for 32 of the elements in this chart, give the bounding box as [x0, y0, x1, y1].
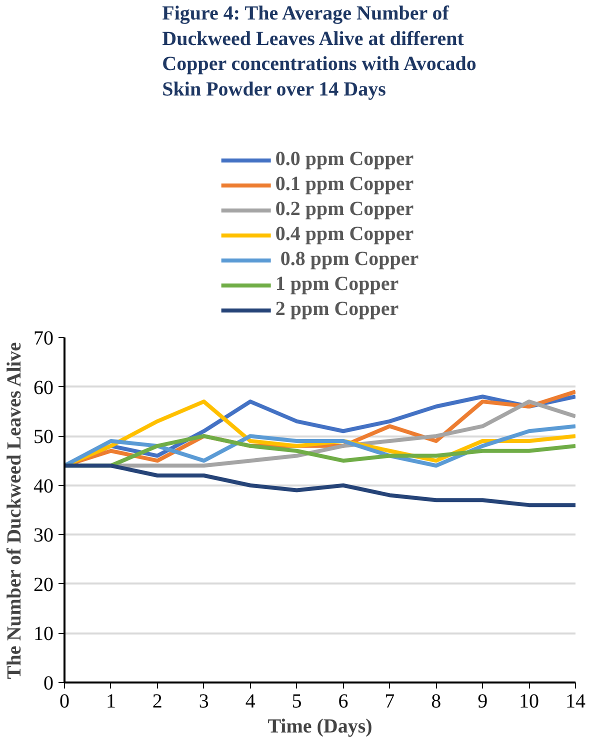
y-tick-label: 50 — [34, 426, 54, 448]
x-tick-label: 3 — [198, 690, 209, 712]
x-tick-label: 7 — [384, 690, 395, 712]
legend-label: 2 ppm Copper — [275, 298, 399, 321]
legend-label: 0.8 ppm Copper — [279, 248, 419, 271]
x-tick-label: 2 — [152, 690, 162, 712]
line-series — [64, 464, 576, 508]
x-tick-label: 8 — [431, 690, 442, 712]
x-tick-label: 10 — [519, 690, 540, 712]
y-tick-label: 70 — [34, 328, 54, 350]
x-tick-label: 4 — [245, 690, 256, 712]
x-tick-label: 1 — [106, 690, 116, 712]
x-tick-label: 6 — [338, 690, 348, 712]
y-tick-label: 10 — [34, 623, 54, 646]
y-axis-title: The Number of Duckweed Leaves Alive — [4, 342, 26, 680]
legend-label: 0.0 ppm Copper — [275, 148, 414, 171]
y-tick-label: 40 — [34, 475, 54, 498]
x-axis-title: Time (Days) — [268, 716, 372, 738]
x-tick-label: 14 — [566, 690, 586, 712]
y-tick-label: 30 — [34, 524, 54, 547]
legend-label: 1 ppm Copper — [275, 273, 399, 296]
y-tick-label: 0 — [44, 672, 54, 694]
legend-label: 0.2 ppm Copper — [275, 198, 414, 221]
legend-label: 0.1 ppm Copper — [275, 173, 414, 196]
y-tick-label: 20 — [34, 574, 54, 596]
line-series — [64, 424, 576, 468]
chart-title: Figure 4: The Average Number of Duckweed Leaves Alive at different Copper concentrations with Avocado Skin Powder over 14 Days — [162, 2, 476, 100]
x-tick-label: 0 — [60, 690, 70, 712]
y-tick-label: 60 — [34, 376, 54, 399]
x-tick-label: 5 — [292, 690, 302, 712]
x-tick-label: 9 — [478, 690, 488, 712]
legend-label: 0.4 ppm Copper — [275, 223, 414, 246]
